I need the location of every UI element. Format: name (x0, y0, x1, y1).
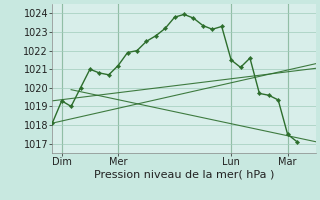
X-axis label: Pression niveau de la mer( hPa ): Pression niveau de la mer( hPa ) (94, 170, 274, 180)
